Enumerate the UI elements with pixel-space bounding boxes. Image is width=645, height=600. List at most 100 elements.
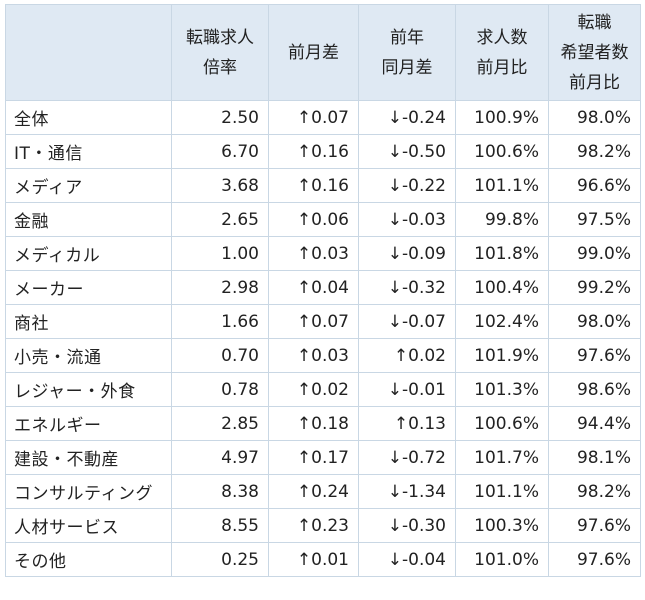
row-yoy: ↓-1.34 [358, 474, 456, 509]
row-seekers-mom: 94.4% [548, 406, 641, 441]
row-ratio: 8.55 [171, 508, 269, 543]
row-jobs-mom: 99.8% [455, 202, 549, 237]
row-jobs-mom: 101.9% [455, 338, 549, 373]
header-ratio-line2: 倍率 [203, 57, 237, 78]
header-ratio-line1: 転職求人 [186, 27, 254, 48]
row-mom: ↑0.02 [268, 372, 359, 407]
row-mom: ↑0.01 [268, 542, 359, 577]
row-category: IT・通信 [5, 134, 172, 169]
row-mom: ↑0.07 [268, 100, 359, 135]
table-body: 全体 2.50 ↑0.07 ↓-0.24 100.9% 98.0% IT・通信 … [5, 100, 641, 577]
row-seekers-mom: 96.6% [548, 168, 641, 203]
header-seekers-mom-line3: 前月比 [569, 72, 620, 93]
row-jobs-mom: 100.9% [455, 100, 549, 135]
row-ratio: 2.65 [171, 202, 269, 237]
row-jobs-mom: 100.6% [455, 134, 549, 169]
row-mom: ↑0.04 [268, 270, 359, 305]
row-mom: ↑0.07 [268, 304, 359, 339]
row-yoy: ↓-0.09 [358, 236, 456, 271]
row-ratio: 2.85 [171, 406, 269, 441]
row-jobs-mom: 100.4% [455, 270, 549, 305]
row-ratio: 0.70 [171, 338, 269, 373]
row-category: メディア [5, 168, 172, 203]
table-row: その他 0.25 ↑0.01 ↓-0.04 101.0% 97.6% [5, 542, 641, 577]
row-ratio: 0.25 [171, 542, 269, 577]
table-row: レジャー・外食 0.78 ↑0.02 ↓-0.01 101.3% 98.6% [5, 372, 641, 407]
row-seekers-mom: 98.2% [548, 474, 641, 509]
header-seekers-mom-line2: 希望者数 [560, 42, 629, 63]
table-row: 全体 2.50 ↑0.07 ↓-0.24 100.9% 98.0% [5, 100, 641, 135]
row-category: その他 [5, 542, 172, 577]
table-row: IT・通信 6.70 ↑0.16 ↓-0.50 100.6% 98.2% [5, 134, 641, 169]
row-seekers-mom: 98.6% [548, 372, 641, 407]
header-yoy: 前年 同月差 [358, 4, 456, 101]
row-ratio: 1.00 [171, 236, 269, 271]
table-row: 金融 2.65 ↑0.06 ↓-0.03 99.8% 97.5% [5, 202, 641, 237]
row-ratio: 4.97 [171, 440, 269, 475]
row-mom: ↑0.06 [268, 202, 359, 237]
row-mom: ↑0.03 [268, 338, 359, 373]
row-mom: ↑0.03 [268, 236, 359, 271]
row-seekers-mom: 99.2% [548, 270, 641, 305]
row-mom: ↑0.16 [268, 134, 359, 169]
header-jobs-mom-line1: 求人数 [476, 27, 528, 48]
table-row: エネルギー 2.85 ↑0.18 ↑0.13 100.6% 94.4% [5, 406, 641, 441]
header-yoy-line2: 同月差 [381, 57, 433, 78]
row-mom: ↑0.18 [268, 406, 359, 441]
row-jobs-mom: 101.0% [455, 542, 549, 577]
row-seekers-mom: 98.0% [548, 304, 641, 339]
row-category: 全体 [5, 100, 172, 135]
header-jobs-mom: 求人数 前月比 [455, 4, 549, 101]
row-mom: ↑0.16 [268, 168, 359, 203]
row-ratio: 2.50 [171, 100, 269, 135]
row-category: 金融 [5, 202, 172, 237]
header-ratio: 転職求人 倍率 [171, 4, 269, 101]
row-yoy: ↓-0.50 [358, 134, 456, 169]
row-seekers-mom: 99.0% [548, 236, 641, 271]
row-jobs-mom: 100.6% [455, 406, 549, 441]
row-category: 小売・流通 [5, 338, 172, 373]
row-yoy: ↓-0.22 [358, 168, 456, 203]
row-jobs-mom: 102.4% [455, 304, 549, 339]
header-mom: 前月差 [268, 4, 359, 101]
row-ratio: 6.70 [171, 134, 269, 169]
row-yoy: ↓-0.30 [358, 508, 456, 543]
row-seekers-mom: 97.6% [548, 338, 641, 373]
row-category: 商社 [5, 304, 172, 339]
row-seekers-mom: 98.1% [548, 440, 641, 475]
header-row: 転職求人 倍率 前月差 前年 同月差 求人数 前月比 転職 希望者数 前月比 [5, 4, 641, 101]
table-row: メーカー 2.98 ↑0.04 ↓-0.32 100.4% 99.2% [5, 270, 641, 305]
row-category: メーカー [5, 270, 172, 305]
row-mom: ↑0.23 [268, 508, 359, 543]
row-yoy: ↓-0.32 [358, 270, 456, 305]
header-jobs-mom-line2: 前月比 [476, 57, 528, 78]
row-seekers-mom: 97.5% [548, 202, 641, 237]
row-jobs-mom: 101.7% [455, 440, 549, 475]
row-jobs-mom: 101.1% [455, 474, 549, 509]
row-category: メディカル [5, 236, 172, 271]
row-ratio: 1.66 [171, 304, 269, 339]
row-yoy: ↓-0.72 [358, 440, 456, 475]
row-jobs-mom: 100.3% [455, 508, 549, 543]
row-yoy: ↑0.02 [358, 338, 456, 373]
row-yoy: ↓-0.01 [358, 372, 456, 407]
row-seekers-mom: 98.0% [548, 100, 641, 135]
job-ratio-table: 転職求人 倍率 前月差 前年 同月差 求人数 前月比 転職 希望者数 前月比 [5, 4, 641, 577]
row-category: レジャー・外食 [5, 372, 172, 407]
row-yoy: ↓-0.04 [358, 542, 456, 577]
row-seekers-mom: 97.6% [548, 508, 641, 543]
header-seekers-mom: 転職 希望者数 前月比 [548, 4, 641, 101]
table-row: 小売・流通 0.70 ↑0.03 ↑0.02 101.9% 97.6% [5, 338, 641, 373]
row-category: コンサルティング [5, 474, 172, 509]
row-mom: ↑0.24 [268, 474, 359, 509]
row-yoy: ↓-0.24 [358, 100, 456, 135]
header-mom-line1: 前月差 [288, 42, 339, 63]
header-yoy-line1: 前年 [390, 27, 424, 48]
row-mom: ↑0.17 [268, 440, 359, 475]
row-seekers-mom: 97.6% [548, 542, 641, 577]
table-header: 転職求人 倍率 前月差 前年 同月差 求人数 前月比 転職 希望者数 前月比 [5, 4, 641, 101]
table-row: 商社 1.66 ↑0.07 ↓-0.07 102.4% 98.0% [5, 304, 641, 339]
row-yoy: ↓-0.03 [358, 202, 456, 237]
row-jobs-mom: 101.1% [455, 168, 549, 203]
